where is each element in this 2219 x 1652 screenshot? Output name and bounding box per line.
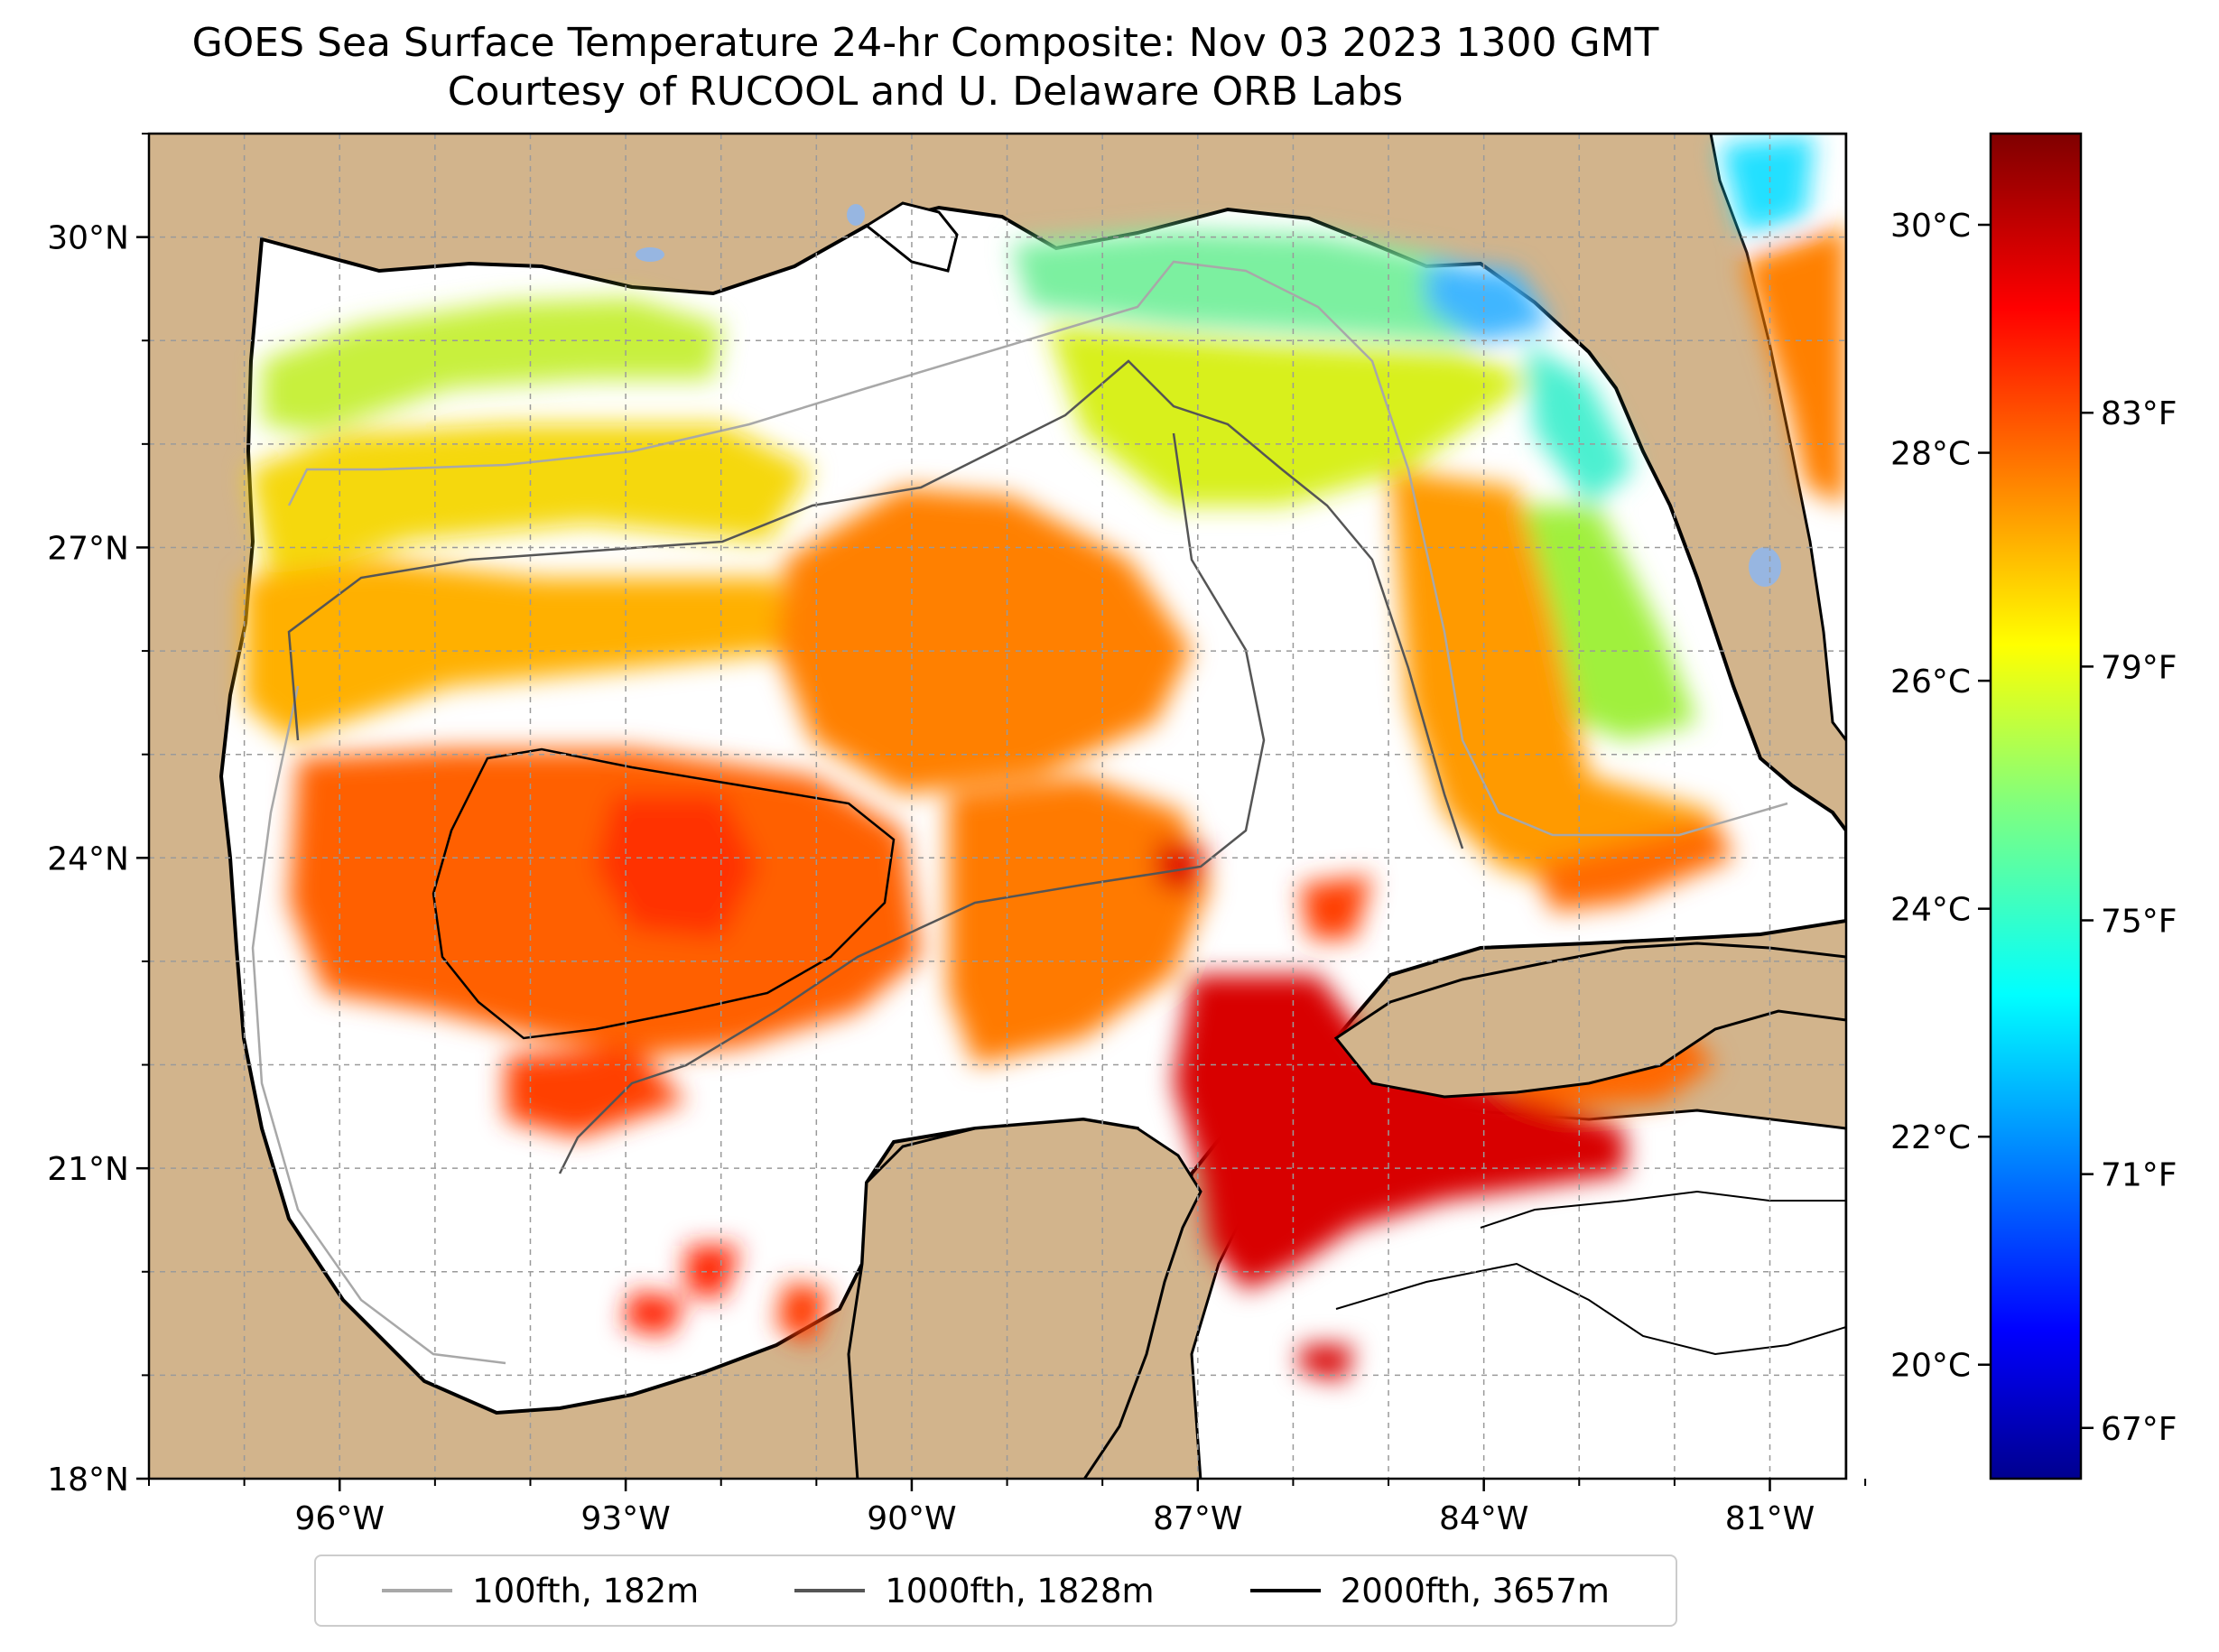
- legend-label: 2000fth, 3657m: [1340, 1571, 1610, 1610]
- map-title: GOES Sea Surface Temperature 24-hr Compo…: [191, 20, 1659, 66]
- contour-100fth: [251, 685, 506, 1365]
- celsius-tick-label: 30°C: [1890, 208, 1971, 245]
- colorbar-celsius-ticks: 30°C 28°C 26°C 24°C 22°C 20°C: [1890, 208, 1991, 1385]
- legend-swatch: [382, 1589, 453, 1592]
- lat-tick-label: 24°N: [47, 840, 129, 877]
- colorbar-fahrenheit-ticks: 83°F 79°F 75°F 71°F 67°F: [2081, 395, 2177, 1448]
- gridlines: [149, 134, 1846, 1479]
- latitude-labels: 30°N 27°N 24°N 21°N 18°N: [47, 133, 149, 1499]
- contour-1000fth: [287, 359, 1464, 849]
- lon-tick-label: 81°W: [1725, 1500, 1815, 1537]
- legend-swatch: [1249, 1589, 1321, 1592]
- fahrenheit-tick-label: 67°F: [2101, 1411, 2177, 1448]
- sst-field: [244, 135, 1846, 1381]
- colorbar: [1989, 132, 2083, 1480]
- lon-tick-label: 84°W: [1439, 1500, 1528, 1537]
- map-frame: [147, 132, 1848, 1480]
- lat-tick-label: 30°N: [47, 220, 129, 257]
- celsius-tick-label: 20°C: [1890, 1348, 1971, 1385]
- contour-100fth: [287, 260, 1788, 837]
- lon-tick-label: 93°W: [580, 1500, 670, 1537]
- longitude-labels: 96°W 93°W 90°W 87°W 84°W 81°W: [148, 1479, 1867, 1537]
- bathymetry-legend: 100fth, 182m 1000fth, 1828m 2000fth, 365…: [314, 1555, 1677, 1627]
- lake: [847, 204, 865, 226]
- contour-2000fth: [1480, 1190, 1846, 1229]
- contour-1000fth: [558, 432, 1266, 1174]
- map-subtitle: Courtesy of RUCOOL and U. Delaware ORB L…: [447, 69, 1404, 115]
- fahrenheit-tick-label: 71°F: [2101, 1157, 2177, 1194]
- legend-item-2000fth: 2000fth, 3657m: [1249, 1571, 1610, 1610]
- fahrenheit-tick-label: 83°F: [2101, 395, 2177, 432]
- lon-tick-label: 96°W: [295, 1500, 385, 1537]
- lat-tick-label: 27°N: [47, 530, 129, 567]
- lat-tick-label: 18°N: [47, 1462, 129, 1499]
- legend-label: 100fth, 182m: [472, 1571, 700, 1610]
- celsius-tick-label: 28°C: [1890, 436, 1971, 473]
- legend-item-1000fth: 1000fth, 1828m: [794, 1571, 1155, 1610]
- fahrenheit-tick-label: 79°F: [2101, 649, 2177, 686]
- contour-2000fth: [1335, 1262, 1846, 1356]
- cuba: [1333, 942, 1846, 1099]
- celsius-tick-label: 24°C: [1890, 892, 1971, 929]
- legend-item-100fth: 100fth, 182m: [382, 1572, 699, 1610]
- celsius-tick-label: 22°C: [1890, 1119, 1971, 1156]
- lon-tick-label: 90°W: [867, 1500, 956, 1537]
- legend-label: 1000fth, 1828m: [885, 1571, 1155, 1610]
- celsius-tick-label: 26°C: [1890, 664, 1971, 701]
- lake: [636, 247, 664, 262]
- lat-tick-label: 21°N: [47, 1151, 129, 1188]
- lon-tick-label: 87°W: [1153, 1500, 1242, 1537]
- fahrenheit-tick-label: 75°F: [2101, 904, 2177, 941]
- lake-okeechobee: [1749, 547, 1781, 587]
- legend-swatch: [794, 1589, 866, 1592]
- yucatan-peninsula: [847, 1118, 1202, 1479]
- contour-2000fth: [432, 747, 896, 1040]
